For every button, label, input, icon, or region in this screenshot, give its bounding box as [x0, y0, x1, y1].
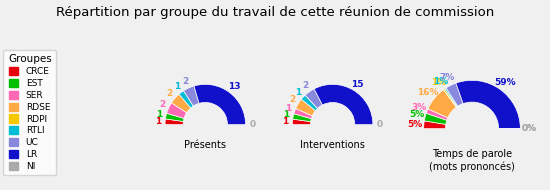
Text: 0: 0	[377, 120, 383, 129]
Title: Présents: Présents	[184, 140, 226, 150]
Text: 1: 1	[285, 104, 291, 113]
Legend: CRCE, EST, SER, RDSE, RDPI, RTLI, UC, LR, NI: CRCE, EST, SER, RDSE, RDPI, RTLI, UC, LR…	[3, 50, 56, 176]
Text: 2: 2	[159, 100, 165, 109]
Text: 1%: 1%	[431, 78, 447, 87]
Wedge shape	[184, 86, 199, 106]
Text: 1: 1	[282, 117, 288, 126]
Text: 1: 1	[174, 82, 180, 91]
Wedge shape	[445, 88, 458, 107]
Text: 0%: 0%	[521, 124, 537, 133]
Wedge shape	[294, 109, 312, 119]
Wedge shape	[305, 89, 322, 108]
Wedge shape	[301, 95, 317, 111]
Text: 7%: 7%	[439, 73, 455, 82]
Text: 13: 13	[228, 82, 240, 91]
Wedge shape	[424, 113, 447, 124]
Text: 2: 2	[289, 95, 295, 104]
Wedge shape	[293, 114, 311, 122]
Title: Interventions: Interventions	[300, 140, 365, 150]
Text: 59%: 59%	[494, 78, 516, 87]
Wedge shape	[172, 94, 191, 113]
Text: 0%: 0%	[521, 124, 537, 133]
Wedge shape	[296, 99, 316, 116]
Text: 5%: 5%	[408, 120, 423, 129]
Wedge shape	[166, 113, 184, 121]
Wedge shape	[426, 109, 448, 120]
Wedge shape	[179, 91, 194, 108]
Text: 1%: 1%	[433, 77, 448, 86]
Text: 5%: 5%	[409, 110, 424, 120]
Text: Répartition par groupe du travail de cette réunion de commission: Répartition par groupe du travail de cet…	[56, 6, 494, 19]
Wedge shape	[424, 121, 446, 129]
Text: 1: 1	[155, 117, 161, 126]
Text: 2: 2	[166, 89, 173, 98]
Wedge shape	[293, 119, 311, 125]
Text: 3%: 3%	[411, 103, 426, 112]
Text: 16%: 16%	[417, 88, 438, 97]
Text: 1: 1	[295, 88, 301, 97]
Wedge shape	[428, 90, 456, 118]
Wedge shape	[167, 103, 186, 118]
Text: 1: 1	[156, 110, 162, 119]
Wedge shape	[443, 89, 457, 107]
Text: 0: 0	[250, 120, 256, 129]
Wedge shape	[314, 84, 373, 125]
Title: Temps de parole
(mots prononcés): Temps de parole (mots prononcés)	[429, 149, 515, 172]
Text: 2: 2	[183, 77, 189, 86]
Text: 1: 1	[283, 110, 289, 120]
Text: 2: 2	[302, 81, 309, 90]
Wedge shape	[446, 83, 463, 106]
Wedge shape	[165, 119, 183, 125]
Text: 15: 15	[351, 80, 364, 89]
Wedge shape	[194, 84, 246, 125]
Wedge shape	[456, 80, 520, 129]
